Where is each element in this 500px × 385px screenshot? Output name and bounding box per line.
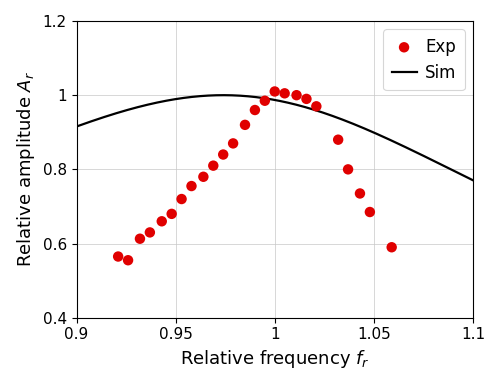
Legend: Exp, Sim: Exp, Sim	[383, 29, 464, 90]
Sim	[390, 139, 396, 144]
Exp	[168, 211, 175, 217]
Exp	[251, 107, 259, 113]
Exp	[146, 229, 154, 236]
Exp	[270, 89, 278, 95]
Exp	[280, 90, 288, 96]
Exp	[114, 253, 122, 259]
Exp	[124, 257, 132, 263]
Exp	[388, 244, 396, 250]
Sim	[346, 120, 352, 124]
Exp	[241, 122, 249, 128]
Exp	[200, 174, 207, 180]
Line: Sim: Sim	[76, 95, 473, 180]
Exp	[344, 166, 352, 172]
Exp	[356, 191, 364, 197]
Exp	[178, 196, 186, 202]
Sim	[234, 93, 240, 98]
Sim	[114, 111, 120, 116]
Exp	[229, 140, 237, 146]
Exp	[302, 96, 310, 102]
Exp	[219, 151, 227, 157]
Sim	[74, 124, 80, 129]
Exp	[210, 162, 218, 169]
X-axis label: Relative frequency $f_r$: Relative frequency $f_r$	[180, 348, 370, 370]
Sim	[248, 94, 254, 99]
Exp	[292, 92, 300, 98]
Exp	[188, 183, 196, 189]
Sim	[383, 136, 389, 141]
Sim	[470, 178, 476, 182]
Exp	[136, 236, 144, 242]
Exp	[158, 218, 166, 224]
Exp	[334, 137, 342, 143]
Exp	[366, 209, 374, 215]
Exp	[261, 98, 269, 104]
Sim	[220, 93, 226, 97]
Y-axis label: Relative amplitude $A_r$: Relative amplitude $A_r$	[15, 71, 37, 267]
Exp	[312, 103, 320, 109]
